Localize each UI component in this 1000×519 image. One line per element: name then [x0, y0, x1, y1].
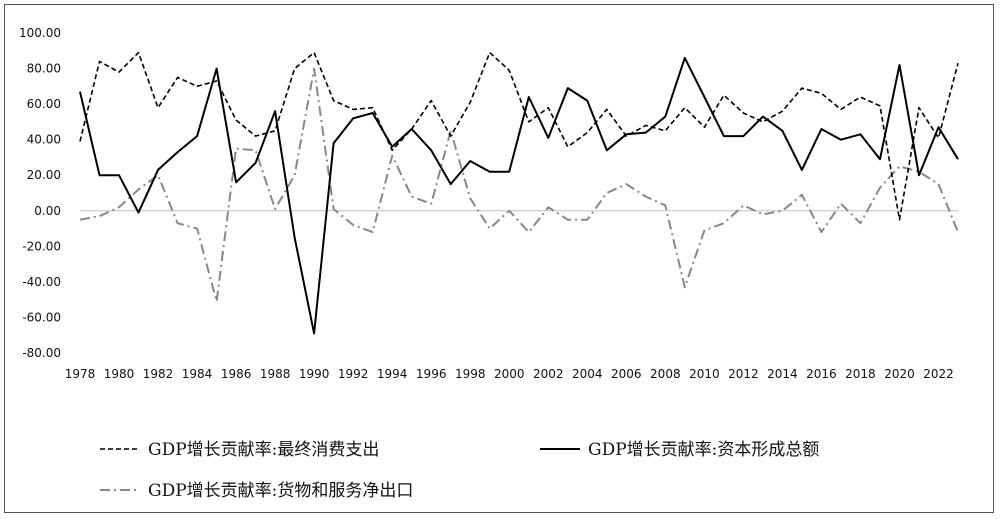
- legend-item-net-exports: GDP增长贡献率:货物和服务净出口: [100, 481, 413, 501]
- series-lines: [79, 51, 959, 335]
- y-tick-label: 60.00: [27, 97, 61, 111]
- x-tick-label: 1998: [455, 367, 486, 381]
- y-axis-ticks: 100.00 80.00 60.00 40.00 20.00 0.00 -20.00 -40.…: [19, 26, 61, 360]
- x-tick-label: 1990: [299, 367, 330, 381]
- series-line-capital-formation: [79, 56, 959, 335]
- x-tick-label: 1992: [338, 367, 369, 381]
- x-tick-label: 2006: [611, 367, 642, 381]
- y-tick-label: -80.00: [22, 346, 61, 360]
- legend: GDP增长贡献率:最终消费支出 GDP增长贡献率:资本形成总额 GDP增长贡献率…: [100, 440, 819, 501]
- legend-item-capital-formation: GDP增长贡献率:资本形成总额: [540, 440, 819, 460]
- x-tick-label: 1984: [182, 367, 213, 381]
- x-tick-label: 1986: [221, 367, 252, 381]
- x-tick-label: 2016: [806, 367, 837, 381]
- x-tick-label: 1996: [416, 367, 447, 381]
- x-tick-label: 2008: [650, 367, 681, 381]
- legend-item-consumption: GDP增长贡献率:最终消费支出: [100, 440, 379, 460]
- x-tick-label: 1988: [260, 367, 291, 381]
- x-tick-label: 2018: [845, 367, 876, 381]
- y-tick-label: 20.00: [27, 168, 61, 182]
- y-tick-label: 0.00: [34, 204, 61, 218]
- x-tick-label: 1994: [377, 367, 408, 381]
- series-line-consumption: [79, 51, 959, 221]
- y-tick-label: -20.00: [22, 239, 61, 253]
- x-tick-label: 2000: [494, 367, 525, 381]
- legend-label-net-exports: GDP增长贡献率:货物和服务净出口: [148, 481, 413, 501]
- x-tick-label: 1980: [104, 367, 135, 381]
- x-tick-label: 2010: [689, 367, 720, 381]
- x-tick-label: 2002: [533, 367, 564, 381]
- x-tick-label: 2004: [572, 367, 603, 381]
- x-tick-label: 2014: [767, 367, 798, 381]
- x-tick-label: 1978: [65, 367, 96, 381]
- y-tick-label: -40.00: [22, 275, 61, 289]
- series-line-net-exports: [79, 67, 959, 303]
- legend-label-capital-formation: GDP增长贡献率:资本形成总额: [588, 440, 819, 460]
- chart-frame: [4, 4, 994, 513]
- x-axis-ticks: 1978 1980 1982 1984 1986 1988 1990 1992 1994 1996…: [65, 367, 954, 381]
- y-tick-label: 80.00: [27, 62, 61, 76]
- y-tick-label: 40.00: [27, 133, 61, 147]
- legend-label-consumption: GDP增长贡献率:最终消费支出: [148, 440, 379, 460]
- x-tick-label: 2020: [884, 367, 915, 381]
- x-tick-label: 2012: [728, 367, 759, 381]
- y-tick-label: 100.00: [19, 26, 61, 40]
- x-tick-label: 1982: [143, 367, 174, 381]
- y-tick-label: -60.00: [22, 310, 61, 324]
- x-tick-label: 2022: [923, 367, 954, 381]
